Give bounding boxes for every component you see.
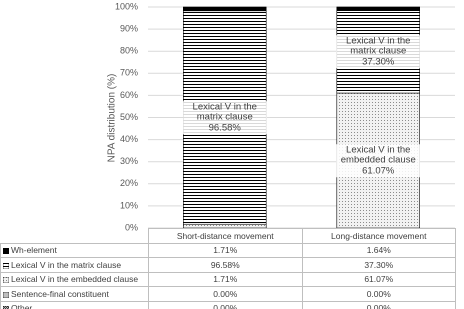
legend-cell: Other bbox=[0, 300, 149, 309]
legend-label: Lexical V in the matrix clause bbox=[11, 259, 122, 270]
data-label: Lexical V in the matrix clause 96.58% bbox=[182, 100, 267, 135]
category-label: Short-distance movement bbox=[148, 228, 303, 244]
data-table: Short-distance movement Long-distance mov… bbox=[0, 228, 456, 309]
table-value: 37.30% bbox=[301, 257, 456, 273]
y-tick-label: 80% bbox=[120, 46, 138, 56]
header-row: Short-distance movement Long-distance mov… bbox=[0, 228, 456, 244]
data-label-value: 96.58% bbox=[208, 121, 241, 133]
legend-cell: Lexical V in the embedded clause bbox=[0, 271, 149, 287]
y-tick-label: 30% bbox=[120, 156, 138, 166]
series-row: Other 0.00% 0.00% bbox=[0, 300, 456, 309]
y-tick-label: 90% bbox=[120, 23, 138, 33]
bar-segment bbox=[336, 6, 420, 11]
table-value: 0.00% bbox=[148, 300, 303, 309]
table-value: 0.00% bbox=[301, 286, 456, 302]
legend-swatch bbox=[2, 247, 10, 255]
legend-swatch bbox=[2, 276, 10, 284]
legend-label: Other bbox=[11, 303, 33, 309]
y-tick-label: 40% bbox=[120, 134, 138, 144]
legend-swatch bbox=[2, 291, 10, 299]
category-label: Long-distance movement bbox=[301, 228, 456, 244]
y-tick-label: 100% bbox=[115, 1, 138, 11]
table-value: 0.00% bbox=[301, 300, 456, 309]
table-value: 1.64% bbox=[301, 242, 456, 258]
y-tick-label: 70% bbox=[120, 68, 138, 78]
table-value: 96.58% bbox=[148, 257, 303, 273]
legend-label: Wh-element bbox=[11, 245, 57, 256]
legend-cell: Wh-element bbox=[0, 242, 149, 258]
data-label: Lexical V in the matrix clause 37.30% bbox=[336, 35, 421, 69]
y-tick-label: 0% bbox=[125, 222, 138, 232]
y-tick-label: 60% bbox=[120, 90, 138, 100]
y-tick-label: 10% bbox=[120, 200, 138, 210]
table-value: 61.07% bbox=[301, 271, 456, 287]
series-row: Wh-element 1.71% 1.64% bbox=[0, 242, 456, 258]
data-label: Lexical V in the embedded clause 61.07% bbox=[336, 143, 421, 178]
legend-swatch bbox=[2, 305, 10, 309]
table-value: 1.71% bbox=[148, 271, 303, 287]
swatch bbox=[2, 291, 10, 299]
y-tick-label: 20% bbox=[120, 178, 138, 188]
data-label-name: Lexical V in the embedded clause bbox=[340, 143, 416, 166]
legend-label: Sentence-final constituent bbox=[11, 288, 109, 299]
series-row: Sentence-final constituent 0.00% 0.00% bbox=[0, 286, 456, 302]
table-value: 1.71% bbox=[148, 242, 303, 258]
swatch bbox=[2, 305, 10, 309]
table-value: 0.00% bbox=[148, 286, 303, 302]
swatch bbox=[2, 262, 10, 270]
swatch bbox=[2, 247, 10, 255]
swatch bbox=[2, 276, 10, 284]
data-label-name: Lexical V in the matrix clause bbox=[192, 100, 257, 123]
series-row: Lexical V in the embedded clause 1.71% 61.… bbox=[0, 271, 456, 287]
data-label-value: 61.07% bbox=[362, 164, 395, 176]
y-axis-title: NPA distribution (%) bbox=[107, 74, 118, 163]
bar-segment bbox=[183, 6, 267, 12]
legend-label: Lexical V in the embedded clause bbox=[11, 274, 139, 285]
series-row: Lexical V in the matrix clause 96.58% 37.3… bbox=[0, 257, 456, 273]
data-label-name: Lexical V in the matrix clause bbox=[346, 35, 411, 57]
legend-swatch bbox=[2, 262, 10, 270]
legend-cell: Lexical V in the matrix clause bbox=[0, 257, 149, 273]
corner-cell bbox=[0, 228, 149, 244]
data-label-value: 37.30% bbox=[362, 56, 395, 68]
y-tick-label: 50% bbox=[120, 112, 138, 122]
legend-cell: Sentence-final constituent bbox=[0, 286, 149, 302]
